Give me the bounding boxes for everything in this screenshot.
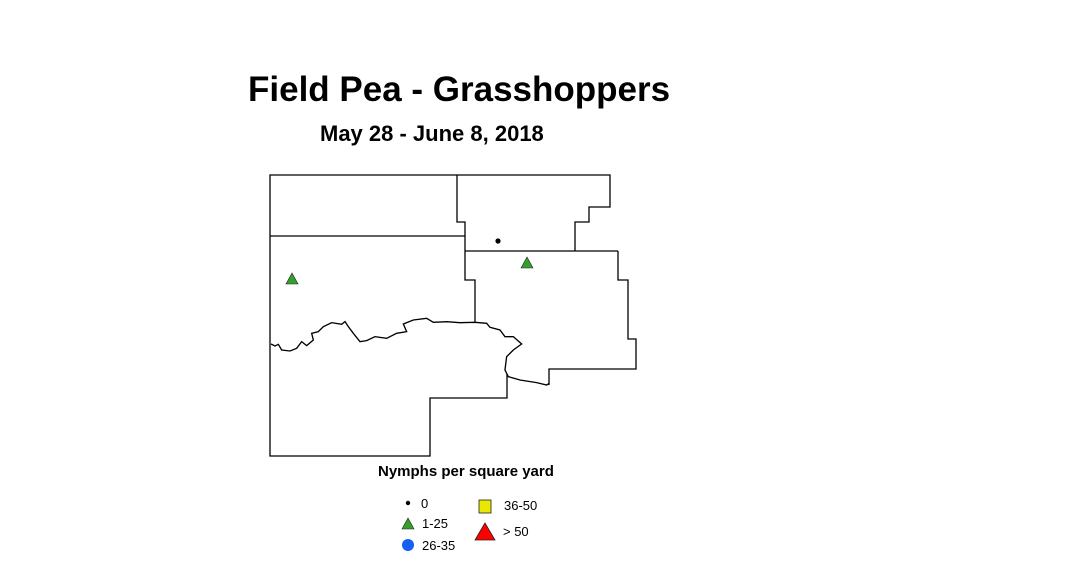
legend-symbols	[401, 499, 496, 551]
county-boundaries	[269, 174, 637, 457]
county-northwest	[269, 174, 457, 236]
county-border-mid	[456, 175, 476, 322]
county-east	[548, 251, 637, 385]
map-subtitle: May 28 - June 8, 2018	[320, 121, 544, 146]
legend-red-triangle-icon	[474, 522, 496, 541]
county-northeast	[457, 174, 611, 251]
county-south	[269, 236, 508, 457]
obs-point-1-25	[285, 272, 299, 285]
legend-label: > 50	[503, 524, 529, 539]
legend-label: 36-50	[504, 498, 538, 513]
observation-points	[285, 238, 534, 285]
legend-label: 1-25	[422, 516, 449, 531]
legend-title: Nymphs per square yard	[378, 463, 554, 480]
legend-label: 26-35	[422, 538, 456, 553]
obs-point-1-25	[520, 256, 534, 269]
obs-point-0	[495, 238, 501, 244]
legend-green-triangle-icon	[401, 517, 415, 530]
river-boundary	[270, 317, 550, 386]
legend-dot-icon	[405, 500, 411, 506]
legend-yellow-square-icon	[478, 499, 492, 514]
map-title: Field Pea - Grasshoppers	[248, 70, 671, 109]
legend-label: 0	[421, 496, 429, 511]
legend-blue-circle-icon	[402, 539, 414, 551]
